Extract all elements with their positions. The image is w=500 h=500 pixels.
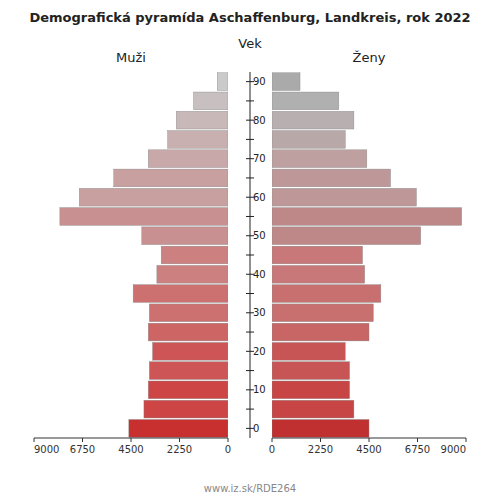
- y-tick-label: 20: [253, 346, 266, 357]
- x-tick-label: 6750: [70, 444, 95, 455]
- y-tick: [246, 177, 254, 178]
- y-tick-label: 50: [253, 230, 266, 241]
- bars: [272, 73, 462, 437]
- bar: [153, 342, 228, 360]
- x-tick: [131, 438, 132, 442]
- x-tick: [272, 438, 273, 442]
- bar: [148, 323, 228, 341]
- bar: [272, 362, 350, 380]
- y-tick: [246, 409, 254, 410]
- panel-header: Muži: [116, 50, 146, 65]
- x-tick: [369, 438, 370, 442]
- bar: [148, 150, 228, 168]
- x-tick-label: 4500: [356, 444, 381, 455]
- bar: [60, 208, 228, 226]
- y-tick: [246, 370, 254, 371]
- x-tick-label: 9000: [34, 444, 59, 455]
- bar: [149, 304, 228, 322]
- bar: [272, 111, 354, 129]
- footer: www.iz.sk/RDE264: [204, 483, 296, 494]
- bar: [133, 285, 228, 303]
- bar: [194, 92, 228, 110]
- bar: [272, 92, 339, 110]
- bar: [144, 400, 228, 418]
- y-tick: [246, 216, 254, 217]
- y-tick-label: 80: [253, 115, 266, 126]
- x-tick: [82, 438, 83, 442]
- bar: [272, 246, 363, 264]
- y-tick-label: 30: [253, 307, 266, 318]
- x-tick: [34, 438, 35, 442]
- y-tick-label: 70: [253, 153, 266, 164]
- bar: [176, 111, 228, 129]
- x-tick: [228, 438, 229, 442]
- age-axis: Vek 0 10 20 30 40 50 60 70 80 90: [238, 36, 265, 438]
- bar: [272, 73, 300, 91]
- bar: [272, 208, 462, 226]
- bar: [272, 400, 354, 418]
- y-tick-label: 60: [253, 192, 266, 203]
- y-tick: [246, 332, 254, 333]
- bar: [272, 265, 365, 283]
- y-tick: [246, 139, 254, 140]
- x-tick: [466, 438, 467, 442]
- x-tick: [417, 438, 418, 442]
- title: Demografická pyramída Aschaffenburg, Lan…: [29, 10, 470, 25]
- x-tick-label: 9000: [441, 444, 466, 455]
- bar: [272, 188, 416, 206]
- bar: [148, 381, 228, 399]
- bar: [272, 150, 367, 168]
- y-tick-label: 90: [253, 76, 266, 87]
- x-tick-label: 2250: [167, 444, 192, 455]
- bar: [114, 169, 228, 187]
- bar: [161, 246, 228, 264]
- x-axis: 0 2250 4500 6750 9000: [34, 438, 231, 455]
- x-axis: 0 2250 4500 6750 9000: [269, 438, 466, 455]
- y-tick-label: 0: [253, 423, 259, 434]
- x-tick-label: 2250: [308, 444, 333, 455]
- bar: [272, 285, 381, 303]
- bar: [142, 227, 228, 245]
- y-tick-label: 40: [253, 269, 266, 280]
- bar: [272, 342, 345, 360]
- x-tick-label: 6750: [405, 444, 430, 455]
- bar: [157, 265, 228, 283]
- bar: [272, 304, 373, 322]
- bar: [272, 323, 369, 341]
- x-tick-label: 4500: [118, 444, 143, 455]
- chart: Demografická pyramída Aschaffenburg, Lan…: [0, 0, 500, 500]
- bar: [168, 131, 228, 149]
- x-tick: [179, 438, 180, 442]
- bar: [129, 420, 228, 438]
- y-tick: [246, 293, 254, 294]
- bar: [272, 381, 350, 399]
- x-tick-label: 0: [269, 444, 275, 455]
- y-tick-label: 10: [253, 384, 266, 395]
- x-tick-label: 0: [225, 444, 231, 455]
- bar: [272, 131, 345, 149]
- y-tick: [246, 100, 254, 101]
- bar: [149, 362, 228, 380]
- bar: [79, 188, 228, 206]
- bar: [217, 73, 228, 91]
- x-tick: [320, 438, 321, 442]
- bar: [272, 227, 421, 245]
- bar: [272, 420, 369, 438]
- panel-header: Ženy: [353, 50, 386, 65]
- bar: [272, 169, 391, 187]
- axis-label: Vek: [238, 36, 262, 51]
- bars: [60, 73, 228, 437]
- y-tick: [246, 255, 254, 256]
